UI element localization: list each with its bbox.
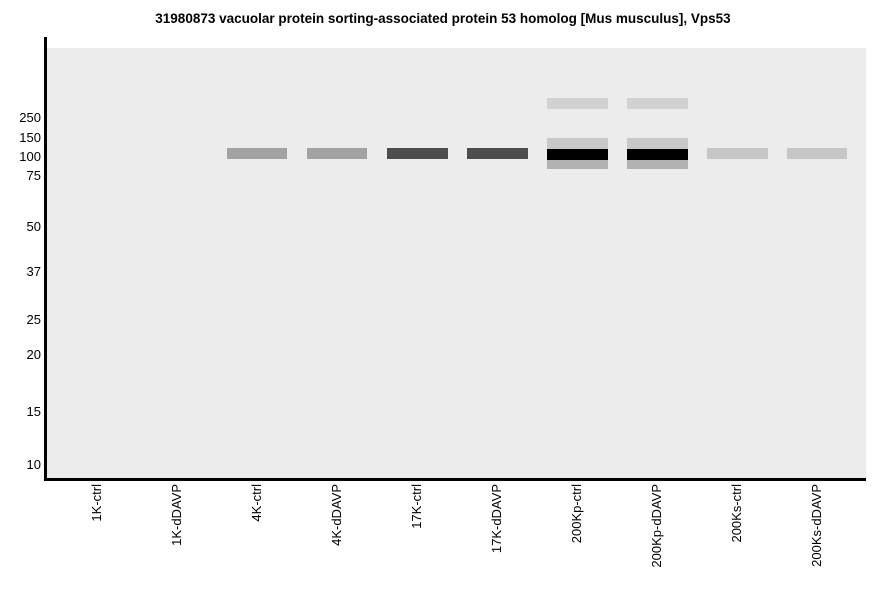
- lane-label-17K-ctrl: 17K-ctrl: [409, 484, 424, 529]
- y-tick-label-100: 100: [19, 149, 41, 164]
- lane-label-1K-ctrl: 1K-ctrl: [89, 484, 104, 522]
- lane-label-1K-dDAVP: 1K-dDAVP: [169, 484, 184, 546]
- lane-label-200Ks-ctrl: 200Ks-ctrl: [729, 484, 744, 543]
- lane-label-200Kp-ctrl: 200Kp-ctrl: [569, 484, 584, 544]
- y-tick-label-250: 250: [19, 110, 41, 125]
- y-tick-label-15: 15: [26, 404, 41, 419]
- lane-label-200Kp-dDAVP: 200Kp-dDAVP: [649, 484, 664, 568]
- y-tick-label-20: 20: [26, 347, 41, 362]
- y-tick-label-50: 50: [26, 219, 41, 234]
- y-tick-label-10: 10: [26, 457, 41, 472]
- chart-title: 31980873 vacuolar protein sorting-associ…: [155, 11, 731, 26]
- y-tick-label-75: 75: [26, 168, 41, 183]
- y-tick-label-37: 37: [26, 264, 41, 279]
- x-axis-line: [44, 478, 866, 481]
- lane-label-4K-dDAVP: 4K-dDAVP: [329, 484, 344, 546]
- plot-area: [47, 48, 866, 478]
- y-tick-label-25: 25: [26, 312, 41, 327]
- lane-label-17K-dDAVP: 17K-dDAVP: [489, 484, 504, 554]
- y-axis-line: [44, 37, 47, 481]
- y-tick-label-150: 150: [19, 130, 41, 145]
- lane-label-200Ks-dDAVP: 200Ks-dDAVP: [809, 484, 824, 567]
- lane-label-4K-ctrl: 4K-ctrl: [249, 484, 264, 522]
